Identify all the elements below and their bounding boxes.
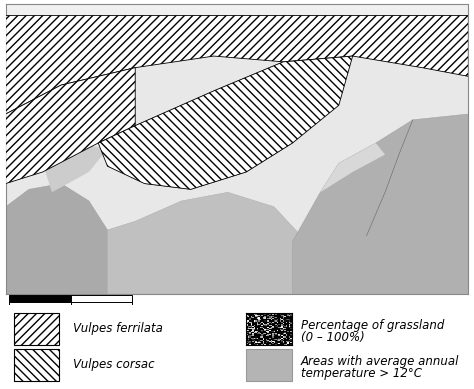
Polygon shape	[6, 68, 135, 184]
Text: Vulpes corsac: Vulpes corsac	[73, 358, 155, 371]
Bar	[71, 295, 132, 302]
Bar	[9, 295, 71, 302]
Polygon shape	[43, 143, 108, 192]
Polygon shape	[6, 184, 108, 294]
FancyBboxPatch shape	[246, 349, 292, 380]
Polygon shape	[6, 56, 468, 294]
Polygon shape	[6, 4, 468, 114]
Text: (0 – 100%): (0 – 100%)	[301, 331, 365, 343]
Text: Percentage of grassland: Percentage of grassland	[301, 319, 444, 332]
Text: Areas with average annual: Areas with average annual	[301, 355, 459, 368]
Polygon shape	[292, 114, 468, 294]
Polygon shape	[98, 56, 353, 189]
Text: temperature > 12°C: temperature > 12°C	[301, 366, 422, 380]
Polygon shape	[6, 16, 468, 114]
Polygon shape	[108, 192, 306, 294]
FancyBboxPatch shape	[14, 349, 59, 380]
Polygon shape	[320, 143, 385, 192]
Text: Vulpes ferrilata: Vulpes ferrilata	[73, 322, 164, 335]
FancyBboxPatch shape	[14, 313, 59, 345]
